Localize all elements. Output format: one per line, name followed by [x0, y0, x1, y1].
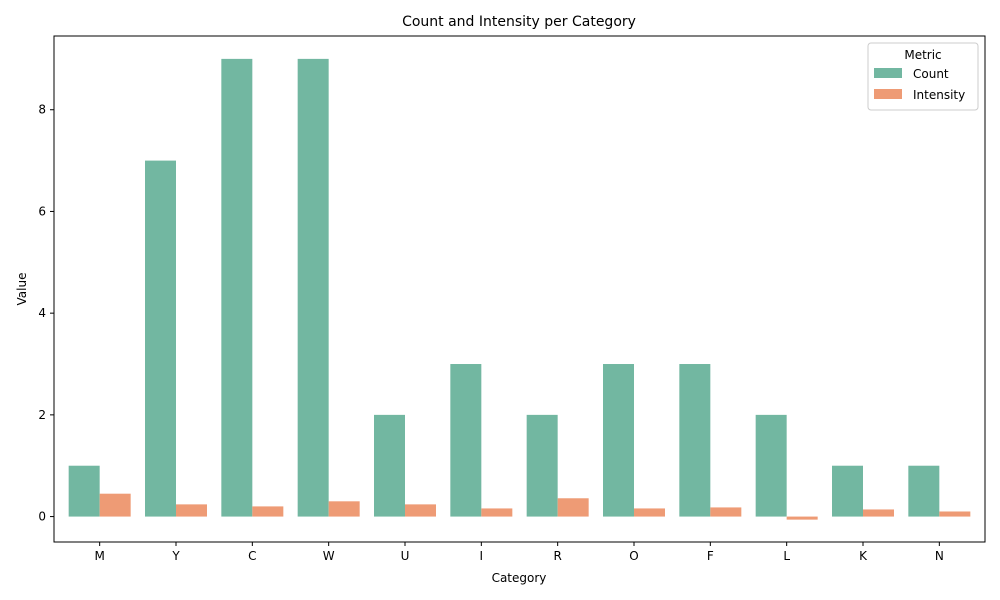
x-tick-label: I [480, 549, 484, 563]
bar-count-F [679, 364, 711, 517]
bar-count-I [450, 364, 482, 517]
y-axis: 0 2 4 6 8 [38, 103, 54, 524]
bar-intensity-O [634, 508, 665, 517]
legend-title: Metric [904, 48, 941, 62]
bar-count-O [603, 364, 634, 517]
x-tick-label: W [323, 549, 335, 563]
bar-count-W [297, 58, 329, 517]
bar-count-U [374, 414, 405, 517]
bar-intensity-W [328, 501, 360, 517]
y-axis-label: Value [15, 273, 29, 306]
x-tick-label: C [248, 549, 256, 563]
bar-count-R [526, 414, 558, 517]
legend-label-count: Count [913, 67, 949, 81]
x-tick-label: F [707, 549, 714, 563]
bar-count-K [832, 465, 863, 517]
y-tick-label: 0 [38, 510, 46, 524]
bar-intensity-C [252, 506, 284, 517]
x-axis-label: Category [492, 571, 547, 585]
bar-intensity-F [710, 507, 742, 517]
bar-intensity-I [481, 508, 513, 517]
bar-count-Y [145, 160, 176, 517]
y-tick-label: 2 [38, 408, 46, 422]
bar-intensity-R [557, 498, 589, 517]
x-tick-label: N [935, 549, 944, 563]
legend-swatch-intensity [874, 89, 902, 99]
bar-count-M [68, 465, 100, 517]
bar-intensity-Y [176, 504, 207, 517]
bar-intensity-M [99, 493, 131, 517]
bar-count-L [755, 414, 787, 517]
bar-intensity-N [939, 511, 971, 517]
x-tick-label: L [783, 549, 790, 563]
bar-count-C [221, 58, 253, 517]
legend-swatch-count [874, 68, 902, 78]
x-tick-label: U [401, 549, 410, 563]
bar-intensity-L [786, 516, 818, 520]
x-tick-label: M [94, 549, 104, 563]
chart-title: Count and Intensity per Category [402, 14, 636, 30]
bar-intensity-K [863, 509, 894, 517]
y-tick-label: 4 [38, 306, 46, 320]
legend: Metric Count Intensity [867, 42, 979, 111]
y-tick-label: 6 [38, 204, 46, 218]
x-tick-label: Y [171, 549, 180, 563]
bar-intensity-U [405, 504, 436, 517]
y-tick-label: 8 [38, 103, 46, 117]
plot-frame [53, 35, 986, 543]
x-tick-label: O [629, 549, 638, 563]
bar-count-N [908, 465, 940, 517]
x-tick-label: R [553, 549, 561, 563]
x-tick-label: K [859, 549, 868, 563]
plot-area [68, 58, 971, 520]
legend-label-intensity: Intensity [913, 88, 965, 102]
